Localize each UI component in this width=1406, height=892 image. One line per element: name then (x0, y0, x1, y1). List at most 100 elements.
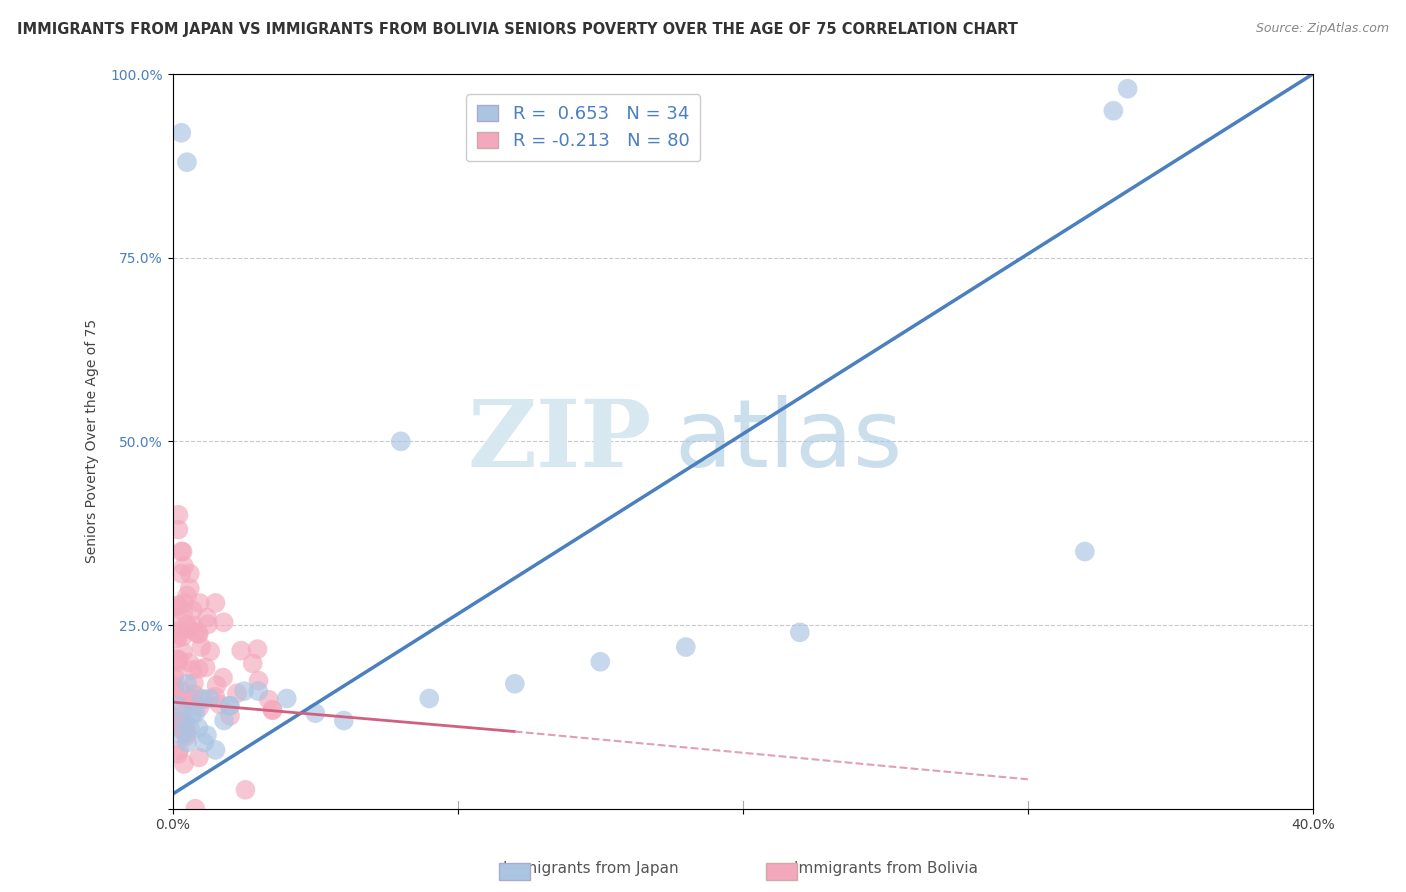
Point (165, 610, 187, 624)
Point (187, 626, 209, 640)
Point (173, 596, 195, 610)
Point (179, 721, 201, 735)
Point (204, 743, 226, 757)
Point (190, 691, 212, 706)
Point (218, 698, 240, 713)
Point (183, 687, 205, 701)
Point (174, 693, 197, 707)
Point (167, 598, 190, 612)
Text: Immigrants from Bolivia: Immigrants from Bolivia (794, 861, 977, 876)
Point (166, 599, 188, 614)
Point (163, 710, 186, 724)
Text: Source: ZipAtlas.com: Source: ZipAtlas.com (1256, 22, 1389, 36)
Point (176, 677, 198, 691)
Point (167, 698, 190, 713)
Point (205, 678, 228, 692)
Point (242, 657, 264, 671)
Point (176, 735, 198, 749)
Point (163, 685, 186, 699)
Point (233, 684, 256, 698)
Point (187, 721, 209, 735)
Point (212, 714, 235, 728)
Point (176, 589, 198, 603)
Point (184, 706, 207, 721)
Point (170, 544, 193, 558)
Point (163, 681, 186, 695)
Point (170, 683, 193, 698)
Point (172, 724, 194, 739)
Point (183, 618, 205, 632)
Point (262, 703, 284, 717)
Point (389, 434, 412, 449)
Point (176, 726, 198, 740)
Point (218, 698, 240, 713)
Point (195, 728, 218, 742)
Point (1116, 81, 1139, 95)
Point (197, 617, 219, 632)
Point (174, 729, 197, 743)
Point (167, 743, 190, 757)
Point (187, 662, 209, 676)
Point (172, 605, 194, 619)
Point (333, 714, 356, 728)
Point (170, 722, 193, 736)
Point (179, 566, 201, 581)
Point (231, 643, 253, 657)
Point (193, 692, 215, 706)
Point (789, 625, 811, 640)
Point (176, 618, 198, 632)
Point (193, 735, 215, 749)
Point (675, 640, 697, 654)
Point (188, 750, 211, 764)
Point (166, 624, 188, 638)
Text: Immigrants from Japan: Immigrants from Japan (503, 861, 678, 876)
Y-axis label: Seniors Poverty Over the Age of 75: Seniors Poverty Over the Age of 75 (86, 319, 100, 564)
Point (204, 596, 226, 610)
Point (235, 782, 257, 797)
Point (226, 686, 249, 700)
Point (179, 656, 201, 670)
Text: atlas: atlas (675, 395, 903, 487)
Point (212, 615, 235, 630)
Point (181, 603, 204, 617)
Text: IMMIGRANTS FROM JAPAN VS IMMIGRANTS FROM BOLIVIA SENIORS POVERTY OVER THE AGE OF: IMMIGRANTS FROM JAPAN VS IMMIGRANTS FROM… (17, 22, 1018, 37)
Point (170, 126, 193, 140)
Point (247, 673, 270, 688)
Point (246, 642, 269, 657)
Point (173, 756, 195, 771)
Point (179, 582, 201, 596)
Point (181, 706, 204, 721)
Point (170, 566, 193, 581)
Legend: R =  0.653   N = 34, R = -0.213   N = 80: R = 0.653 N = 34, R = -0.213 N = 80 (465, 94, 700, 161)
Point (172, 645, 194, 659)
Point (169, 716, 191, 731)
Point (166, 652, 188, 666)
Point (418, 691, 440, 706)
Point (166, 632, 188, 646)
Point (167, 627, 190, 641)
Point (172, 630, 194, 644)
Point (172, 705, 194, 719)
Point (262, 703, 284, 717)
Point (176, 155, 198, 169)
Point (183, 676, 205, 690)
Point (589, 655, 612, 669)
Point (1074, 544, 1097, 558)
Point (198, 691, 221, 706)
Point (184, 802, 207, 816)
Point (188, 700, 211, 714)
Point (187, 627, 209, 641)
Point (194, 660, 217, 674)
Point (170, 728, 193, 742)
Point (167, 508, 190, 522)
Point (163, 679, 186, 693)
Point (167, 655, 190, 669)
Point (503, 677, 526, 691)
Point (167, 523, 190, 537)
Point (1102, 103, 1125, 118)
Point (184, 625, 207, 640)
Point (247, 684, 270, 698)
Point (188, 596, 211, 610)
Point (195, 610, 218, 624)
Point (172, 544, 194, 558)
